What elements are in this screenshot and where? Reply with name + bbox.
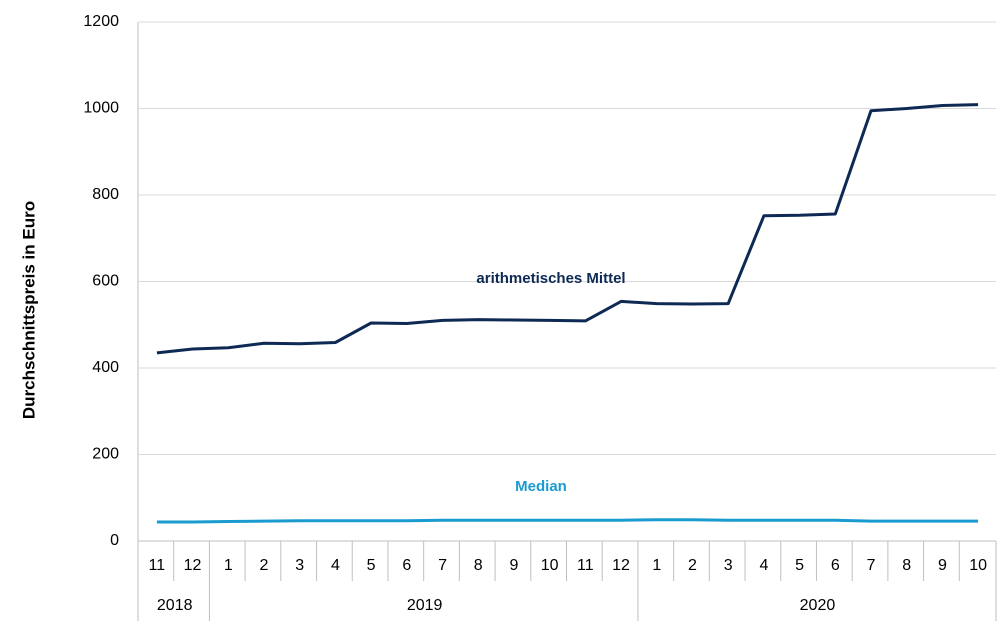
y-tick-label: 1200 <box>83 13 119 30</box>
x-tick-label: 4 <box>759 557 768 574</box>
x-tick-label: 5 <box>795 557 804 574</box>
x-tick-label: 2 <box>688 557 697 574</box>
x-tick-label: 8 <box>474 557 483 574</box>
y-tick-label: 400 <box>92 359 119 376</box>
x-tick-label: 11 <box>149 557 166 574</box>
x-tick-label: 12 <box>184 557 202 574</box>
y-tick-label: 200 <box>92 446 119 463</box>
x-tick-label: 4 <box>331 557 340 574</box>
x-tick-label: 6 <box>402 557 411 574</box>
x-group-label: 2018 <box>157 597 193 614</box>
x-group-label: 2020 <box>800 597 836 614</box>
x-tick-label: 1 <box>224 557 233 574</box>
x-tick-label: 5 <box>367 557 376 574</box>
x-tick-label: 3 <box>295 557 304 574</box>
x-tick-label: 2 <box>260 557 269 574</box>
x-tick-label: 3 <box>724 557 733 574</box>
x-tick-label: 11 <box>577 557 594 574</box>
line-series <box>156 103 979 355</box>
y-axis-label: Durchschnittspreis in Euro <box>19 201 38 419</box>
x-tick-label: 9 <box>938 557 947 574</box>
x-tick-label: 10 <box>541 557 559 574</box>
x-tick-label: 1 <box>652 557 661 574</box>
x-group-label: 2019 <box>407 597 443 614</box>
series-label: arithmetisches Mittel <box>476 270 625 287</box>
y-tick-label: 0 <box>110 532 119 549</box>
y-tick-label: 600 <box>92 273 119 290</box>
line-series <box>156 518 979 524</box>
x-tick-label: 9 <box>509 557 518 574</box>
x-tick-label: 12 <box>612 557 630 574</box>
x-tick-label: 8 <box>902 557 911 574</box>
x-tick-label: 7 <box>438 557 447 574</box>
x-tick-label: 6 <box>831 557 840 574</box>
x-tick-label: 7 <box>867 557 876 574</box>
y-tick-label: 800 <box>92 186 119 203</box>
series-label: Median <box>515 478 567 495</box>
x-tick-label: 10 <box>969 557 987 574</box>
y-tick-label: 1000 <box>83 100 119 117</box>
